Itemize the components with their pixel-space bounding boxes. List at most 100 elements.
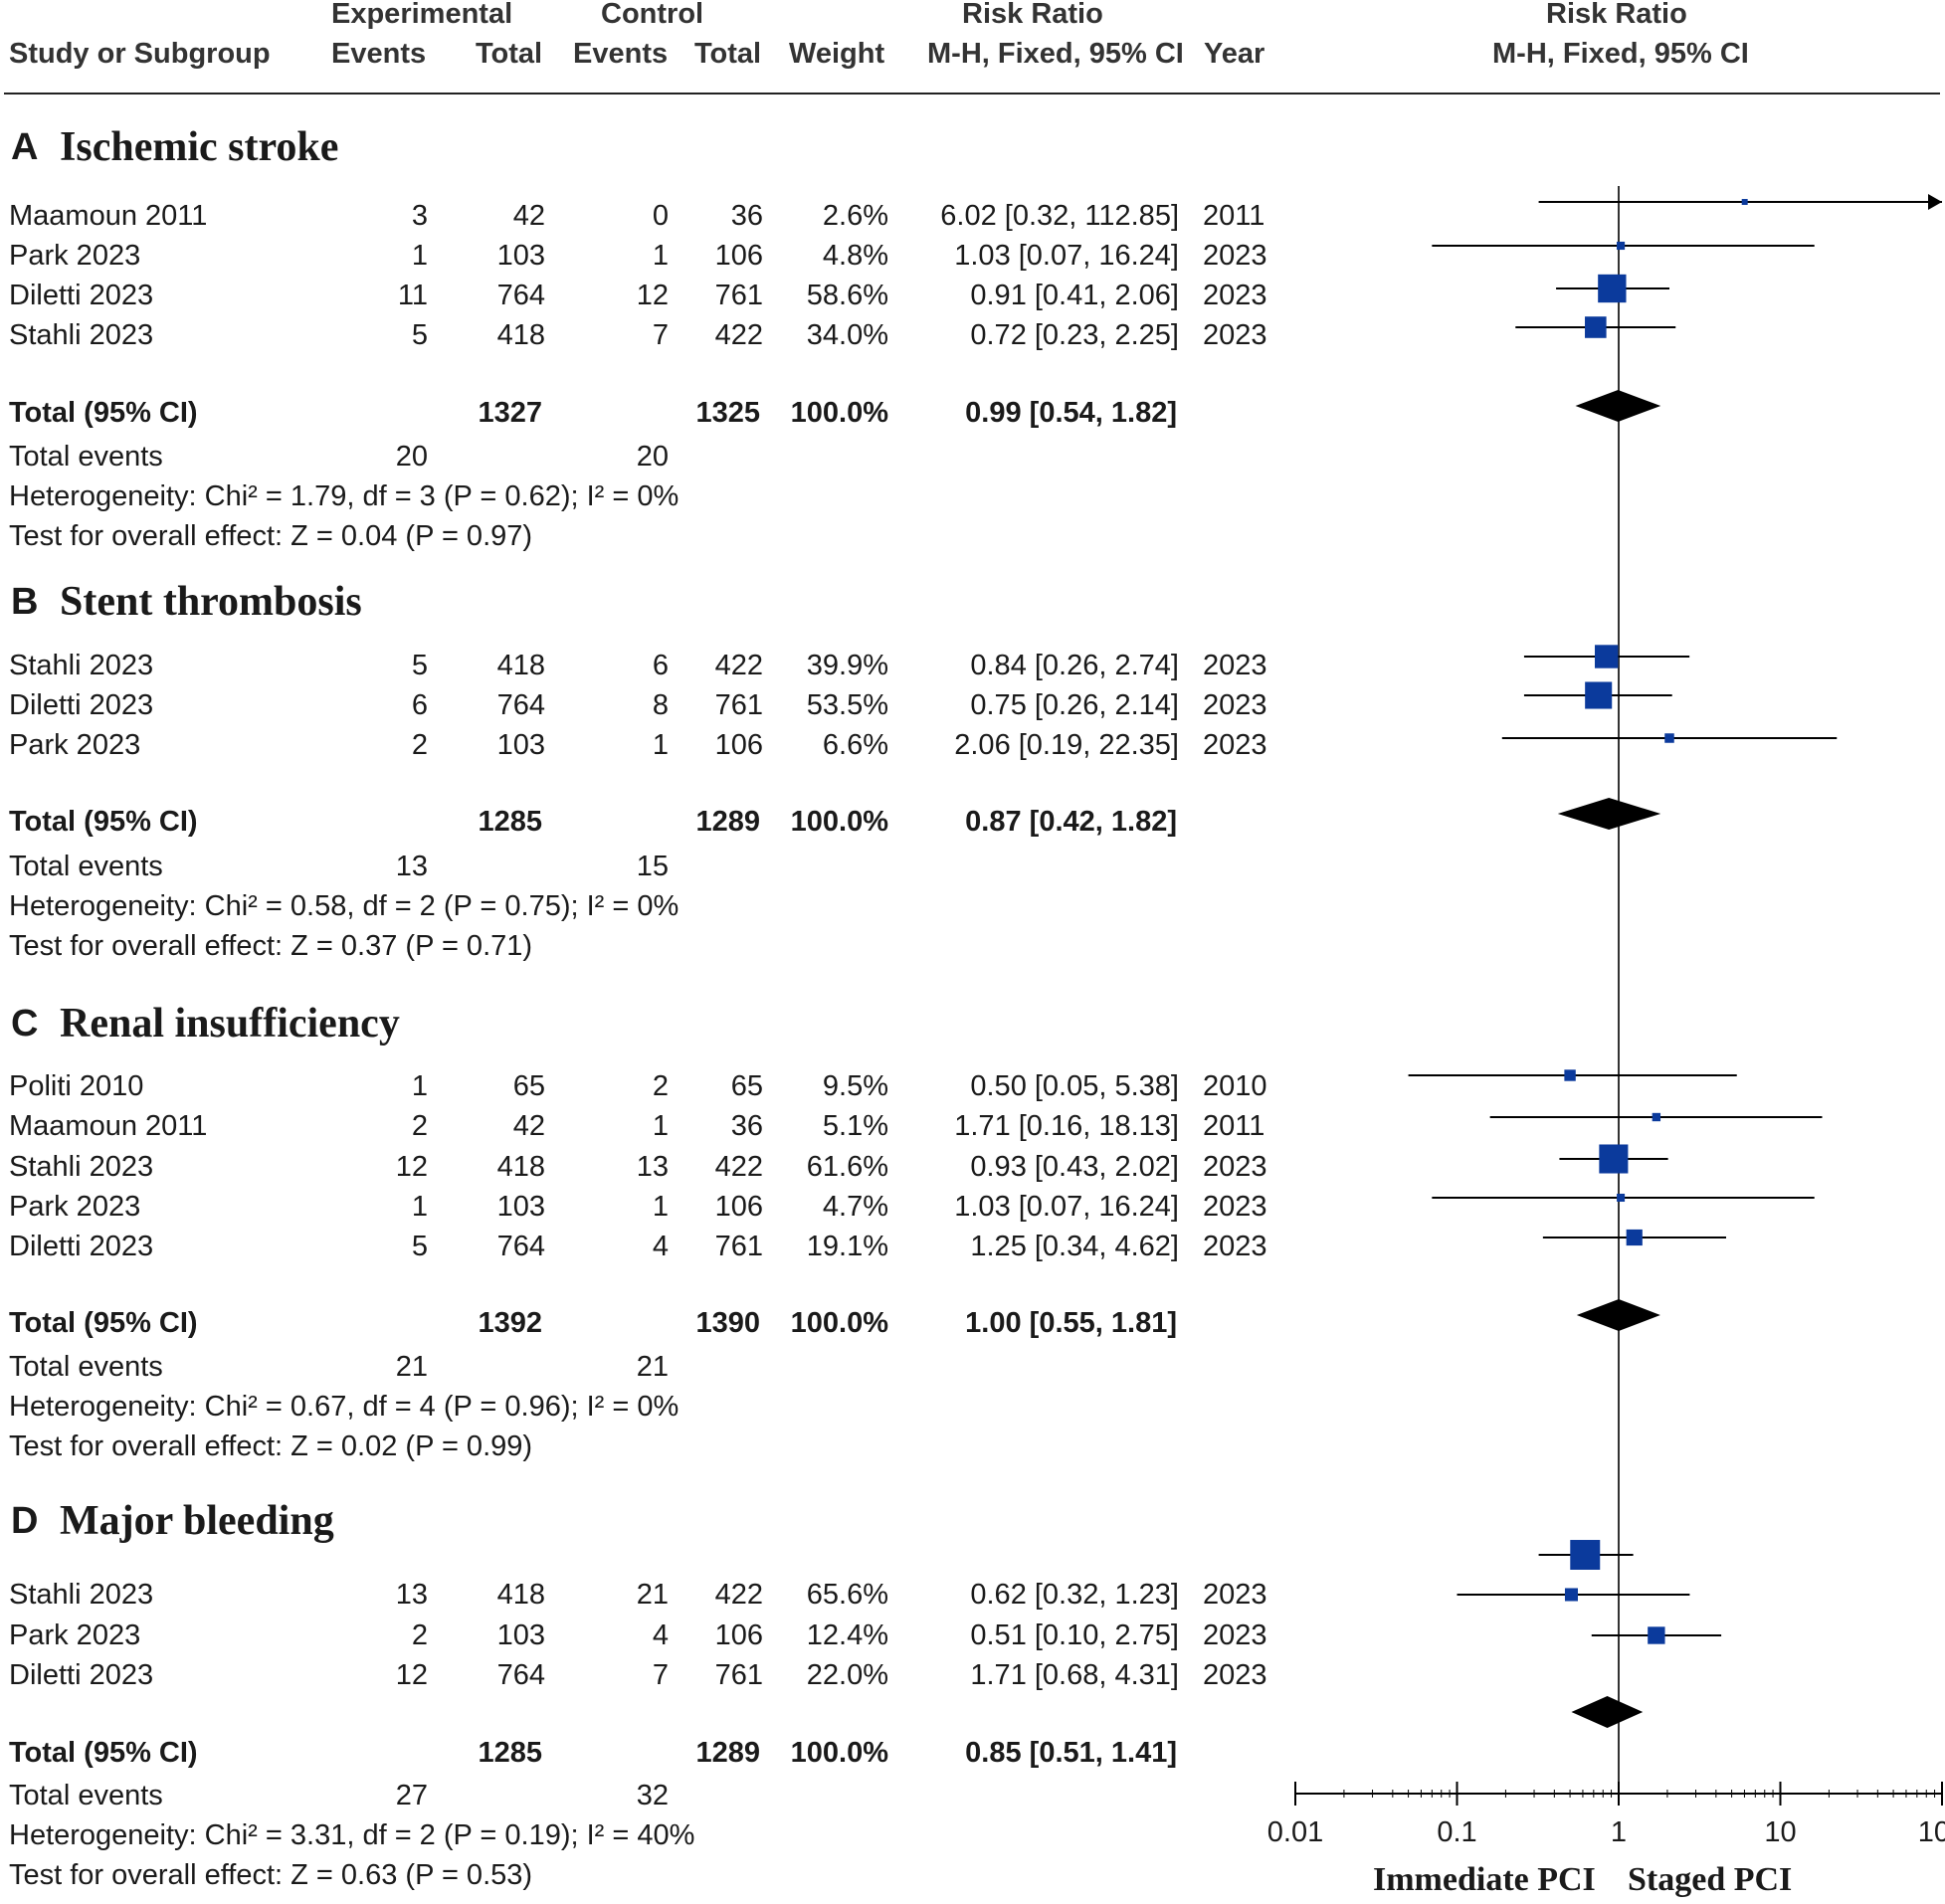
study-marker	[1664, 733, 1674, 743]
exp-total-value: 65	[512, 1070, 545, 1102]
pooled-diamond	[1571, 1696, 1644, 1728]
favors-right-label: Staged PCI	[1628, 1861, 1793, 1898]
ctl-total-value: 106	[714, 1619, 763, 1651]
pooled-diamond	[1575, 390, 1661, 422]
total-weight-value: 100.0%	[790, 1307, 888, 1339]
year-value: 2011	[1203, 1110, 1265, 1142]
total-ci-value: 0.99 [0.54, 1.82]	[965, 397, 1177, 429]
study-marker	[1648, 1626, 1665, 1644]
study-name: Park 2023	[9, 1619, 141, 1651]
risk-ratio-ci-value: 1.25 [0.34, 4.62]	[970, 1231, 1179, 1262]
exp-events-value: 2	[411, 729, 428, 761]
year-value: 2023	[1203, 1191, 1267, 1223]
risk-ratio-ci-value: 0.62 [0.32, 1.23]	[970, 1579, 1179, 1611]
study-name: Park 2023	[9, 240, 141, 272]
risk-ratio-ci-value: 1.03 [0.07, 16.24]	[954, 1191, 1179, 1223]
weight-value: 12.4%	[806, 1619, 888, 1651]
weight-value: 4.8%	[822, 240, 888, 272]
year-value: 2023	[1203, 1151, 1267, 1183]
weight-value: 22.0%	[806, 1659, 888, 1691]
pooled-diamond	[1557, 798, 1661, 830]
study-name: Stahli 2023	[9, 650, 154, 681]
study-marker	[1617, 1193, 1626, 1203]
ctl-total-value: 422	[714, 1579, 763, 1611]
study-name: Park 2023	[9, 729, 141, 761]
study-name: Stahli 2023	[9, 1151, 154, 1183]
study-name: Maamoun 2011	[9, 1110, 208, 1142]
weight-value: 61.6%	[806, 1151, 888, 1183]
exp-total-value: 42	[512, 1110, 545, 1142]
risk-ratio-ci-value: 2.06 [0.19, 22.35]	[954, 729, 1179, 761]
ctl-events-value: 6	[652, 650, 669, 681]
ctl-events-value: 8	[652, 689, 669, 721]
year-value: 2023	[1203, 729, 1267, 761]
exp-total-value: 418	[496, 319, 545, 351]
exp-total-value: 764	[496, 1231, 545, 1262]
total-label: Total (95% CI)	[9, 806, 198, 838]
total-weight-value: 100.0%	[790, 1737, 888, 1769]
ctl-total-value: 106	[714, 240, 763, 272]
section-letter: D	[11, 1500, 39, 1542]
x-axis-tick-label: 0.01	[1267, 1816, 1323, 1848]
year-value: 2023	[1203, 280, 1267, 311]
total-events-exp: 21	[395, 1351, 428, 1383]
weight-value: 5.1%	[822, 1110, 888, 1142]
overall-effect-text: Test for overall effect: Z = 0.04 (P = 0…	[9, 520, 533, 552]
section-title: Stent thrombosis	[60, 579, 362, 625]
ctl-total-value: 36	[730, 1110, 763, 1142]
exp-events-value: 3	[411, 200, 428, 232]
exp-events-value: 11	[397, 280, 428, 311]
exp-events-value: 5	[411, 650, 428, 681]
pooled-diamond	[1576, 1299, 1660, 1331]
weight-value: 19.1%	[806, 1231, 888, 1262]
year-value: 2023	[1203, 1659, 1267, 1691]
ci-arrow	[1928, 194, 1942, 210]
ctl-events-value: 21	[636, 1579, 669, 1611]
ctl-total-value: 761	[714, 689, 763, 721]
weight-value: 4.7%	[822, 1191, 888, 1223]
total-events-exp: 20	[395, 441, 428, 473]
risk-ratio-ci-value: 0.91 [0.41, 2.06]	[970, 280, 1179, 311]
ctl-total-value: 761	[714, 1231, 763, 1262]
weight-value: 9.5%	[822, 1070, 888, 1102]
study-name: Diletti 2023	[9, 1659, 154, 1691]
total-events-exp: 27	[395, 1780, 428, 1811]
risk-ratio-ci-value: 0.75 [0.26, 2.14]	[970, 689, 1179, 721]
study-name: Politi 2010	[9, 1070, 144, 1102]
header-exp-events: Events	[331, 38, 427, 70]
heterogeneity-text: Heterogeneity: Chi² = 0.58, df = 2 (P = …	[9, 890, 680, 922]
year-value: 2023	[1203, 650, 1267, 681]
study-name: Park 2023	[9, 1191, 141, 1223]
ctl-events-value: 1	[652, 240, 669, 272]
overall-effect-text: Test for overall effect: Z = 0.63 (P = 0…	[9, 1859, 533, 1891]
header-plot-method: M-H, Fixed, 95% CI	[1492, 38, 1749, 70]
study-name: Diletti 2023	[9, 689, 154, 721]
study-marker	[1585, 316, 1607, 338]
total-ci-value: 0.85 [0.51, 1.41]	[965, 1737, 1177, 1769]
total-ctl-value: 1289	[695, 806, 760, 838]
favors-left-label: Immediate PCI	[1373, 1861, 1596, 1898]
ctl-events-value: 4	[652, 1231, 669, 1262]
risk-ratio-ci-value: 0.50 [0.05, 5.38]	[970, 1070, 1179, 1102]
header-year: Year	[1204, 38, 1265, 70]
risk-ratio-ci-value: 6.02 [0.32, 112.85]	[940, 200, 1179, 232]
total-exp-value: 1285	[478, 1737, 542, 1769]
header-rr-method: M-H, Fixed, 95% CI	[927, 38, 1184, 70]
risk-ratio-ci-value: 0.84 [0.26, 2.74]	[970, 650, 1179, 681]
risk-ratio-ci-value: 1.71 [0.68, 4.31]	[970, 1659, 1179, 1691]
ctl-events-value: 12	[636, 280, 669, 311]
exp-total-value: 418	[496, 1151, 545, 1183]
study-marker	[1617, 241, 1626, 251]
study-marker	[1599, 1144, 1629, 1174]
exp-events-value: 1	[411, 1191, 428, 1223]
ctl-total-value: 106	[714, 729, 763, 761]
weight-value: 2.6%	[822, 200, 888, 232]
total-events-label: Total events	[9, 441, 163, 473]
study-marker	[1652, 1112, 1661, 1122]
ctl-total-value: 422	[714, 1151, 763, 1183]
x-axis-tick-label: 100	[1918, 1816, 1945, 1848]
ctl-events-value: 13	[636, 1151, 669, 1183]
exp-total-value: 42	[512, 200, 545, 232]
